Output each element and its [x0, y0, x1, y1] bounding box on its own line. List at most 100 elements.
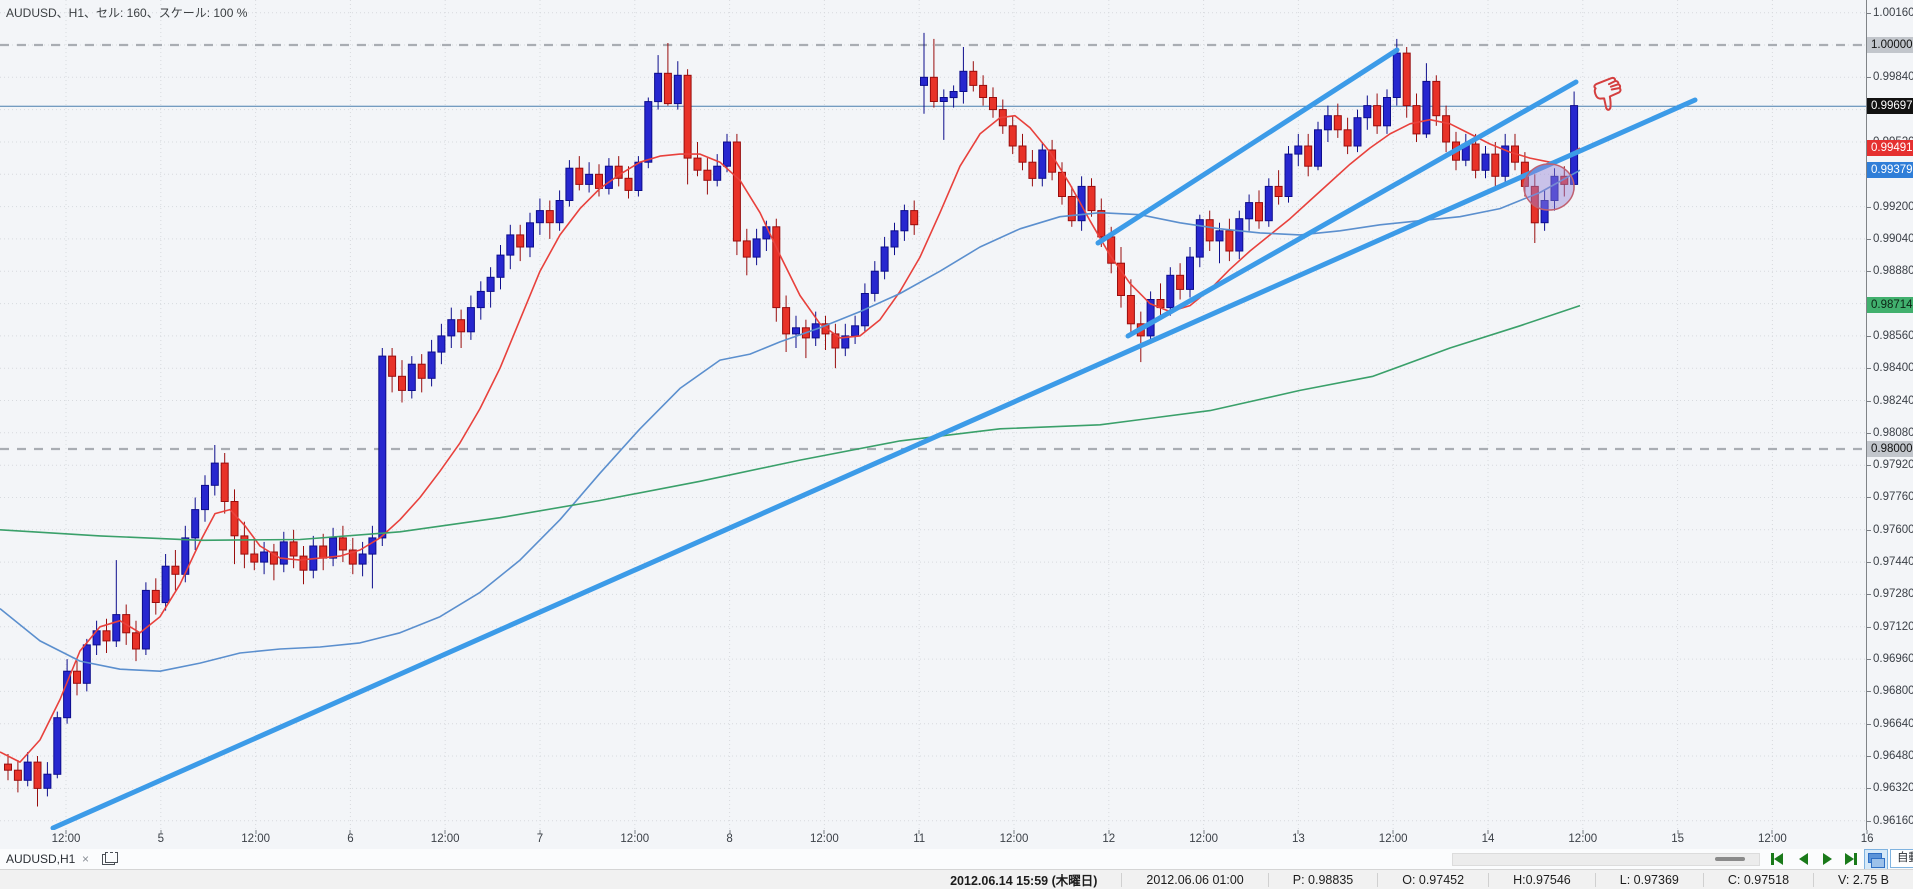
price-grid-label: 0.96480 [1873, 750, 1913, 763]
candlestick-chart[interactable] [0, 0, 1866, 830]
status-cell: L: 0.97369 [1594, 872, 1703, 887]
time-label: 5 [157, 833, 164, 845]
time-tick [160, 830, 162, 834]
time-tick [1677, 830, 1679, 834]
time-tick [729, 830, 731, 834]
price-badge-gray: 0.98000 [1867, 441, 1913, 457]
status-cell: O: 0.97452 [1377, 872, 1488, 887]
key-level-lines[interactable] [0, 43, 1866, 451]
time-label: 12:00 [999, 833, 1029, 845]
uptrend-steep[interactable] [1095, 47, 1400, 246]
price-tick [1867, 12, 1871, 14]
time-tick [918, 830, 920, 834]
price-grid-label: 0.98240 [1873, 394, 1913, 407]
time-label: 6 [347, 833, 354, 845]
price-tick [1867, 723, 1871, 725]
price-tick [1867, 77, 1871, 79]
chart-windows-icon[interactable] [1864, 849, 1888, 870]
price-grid-label: 0.96640 [1873, 717, 1913, 730]
price-grid-label: 0.97760 [1873, 491, 1913, 504]
step-back-button[interactable] [1792, 851, 1814, 867]
time-label: 12:00 [810, 833, 839, 845]
time-label: 12:00 [241, 833, 270, 845]
status-bar: 2012.06.14 15:59 (木曜日) 2012.06.06 01:00 P:… [0, 869, 1913, 889]
time-axis[interactable]: 12:00 5 12:00 6 12:00 7 12:00 8 12:00 11 12:00 12 12… [0, 830, 1913, 849]
price-tick [1867, 465, 1871, 467]
time-tick [1108, 830, 1110, 834]
time-label: 11 [913, 833, 926, 845]
time-label: 12 [1102, 833, 1116, 845]
tab-close-icon[interactable]: × [82, 852, 90, 866]
time-tick [1392, 830, 1394, 834]
price-grid-label: 0.96160 [1873, 814, 1913, 827]
chart-info-overlay: AUDUSD、H1、セル: 160、スケール: 100 % [6, 6, 248, 20]
highlight-ellipse[interactable] [1523, 163, 1575, 211]
price-grid-label: 0.98880 [1873, 265, 1913, 278]
price-tick [1867, 529, 1871, 531]
price-badge-gray: 1.00000 [1867, 37, 1913, 53]
price-grid-label: 0.98400 [1873, 362, 1913, 375]
price-badge-black: 0.99697 [1867, 98, 1913, 115]
tab-audusd-h1[interactable]: AUDUSD,H1 [6, 852, 76, 866]
price-tick [1867, 368, 1871, 370]
price-tick [1867, 820, 1871, 822]
price-grid-label: 0.97280 [1873, 588, 1913, 601]
ma-fast-red [0, 114, 1581, 763]
price-tick [1867, 594, 1871, 596]
ma-mid-blue [0, 169, 1581, 673]
price-tick [1867, 400, 1871, 402]
price-axis[interactable]: 1.001601.000000.998400.996800.995200.993… [1867, 0, 1913, 830]
time-label: 13 [1291, 833, 1305, 845]
time-label: 7 [536, 833, 544, 845]
gridlines [0, 0, 1866, 830]
thumbs-down-icon[interactable] [1592, 76, 1626, 112]
time-label: 14 [1481, 833, 1495, 845]
status-cell: C: 0.97518 [1702, 872, 1813, 887]
step-forward-button[interactable] [1816, 851, 1838, 867]
time-tick [1866, 830, 1868, 834]
price-tick [1867, 626, 1871, 628]
price-grid-label: 0.99040 [1873, 232, 1913, 245]
price-tick [1867, 562, 1871, 564]
time-tick [1203, 830, 1205, 834]
time-tick [1487, 830, 1489, 834]
price-tick [1867, 691, 1871, 693]
status-cell: V: 2.75 B [1813, 872, 1913, 887]
uptrend-long[interactable] [50, 97, 1698, 830]
time-tick [1582, 830, 1584, 834]
price-grid-label: 0.97920 [1873, 459, 1913, 472]
time-label: 12:00 [1189, 833, 1218, 845]
candles-layer [4, 32, 1579, 807]
time-label: 15 [1671, 833, 1684, 845]
skip-to-start-button[interactable] [1766, 851, 1788, 867]
auto-zoom-button[interactable]: 自動ズーム [1890, 849, 1913, 868]
uptrend-mid[interactable] [1125, 79, 1579, 339]
time-label: 12:00 [51, 833, 81, 845]
price-grid-label: 0.98560 [1873, 329, 1913, 342]
time-tick [1013, 830, 1015, 834]
price-tick [1867, 756, 1871, 758]
scrollbar-thumb[interactable] [1715, 857, 1745, 861]
status-cell: 2012.06.14 15:59 (木曜日) [950, 874, 1098, 888]
time-label: 12:00 [430, 833, 460, 845]
chart-plot-area[interactable]: AUDUSD、H1、セル: 160、スケール: 100 % [0, 0, 1867, 831]
horizontal-scrollbar[interactable] [1452, 853, 1760, 866]
bottom-toolbar: AUDUSD,H1 × 自動ズーム [0, 849, 1913, 870]
price-grid-label: 0.96320 [1873, 782, 1913, 795]
price-grid-label: 0.99840 [1873, 71, 1913, 84]
time-tick [1297, 830, 1299, 834]
skip-to-end-button[interactable] [1840, 851, 1862, 867]
price-grid-label: 0.98080 [1873, 426, 1913, 439]
price-tick [1867, 788, 1871, 790]
status-cell: P: 0.98835 [1267, 872, 1377, 887]
time-tick [349, 830, 351, 834]
price-grid-label: 0.96800 [1873, 685, 1913, 698]
price-tick [1867, 497, 1871, 499]
price-badge-red: 0.99491 [1867, 139, 1913, 156]
time-label: 12:00 [1758, 833, 1787, 845]
price-grid-label: 0.96960 [1873, 653, 1913, 666]
cascade-windows-icon[interactable] [102, 852, 118, 865]
time-tick [255, 830, 257, 834]
price-tick [1867, 659, 1871, 661]
time-label: 12:00 [1378, 833, 1408, 845]
